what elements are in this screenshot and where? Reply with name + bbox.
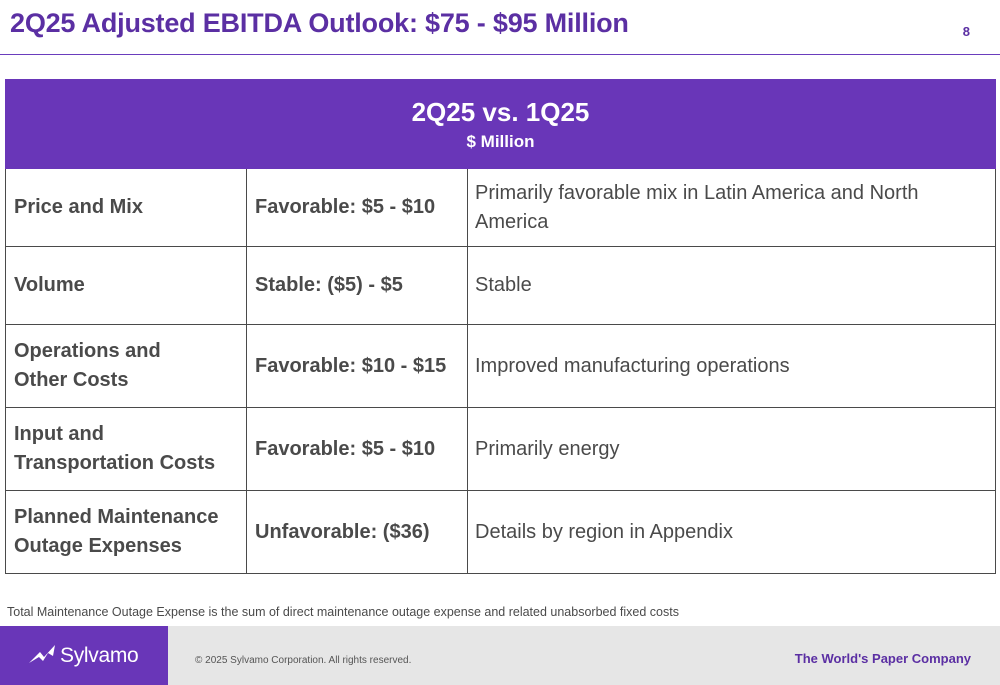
factor-label-line1: Input and [14, 423, 104, 445]
table-header-subtitle: $ Million [466, 131, 535, 151]
detail-cell: Stable [467, 246, 996, 325]
table-row: Input and Transportation Costs Favorable… [5, 407, 996, 491]
factor-label-line2: Other Costs [14, 369, 129, 391]
outlook-table: 2Q25 vs. 1Q25 $ Million Price and Mix Fa… [5, 79, 996, 574]
title-divider [0, 54, 1000, 55]
impact-cell: Favorable: $5 - $10 [246, 407, 468, 491]
factor-label-line2: Outage Expenses [14, 535, 182, 557]
factor-cell: Operations and Other Costs [5, 324, 247, 408]
table-header: 2Q25 vs. 1Q25 $ Million [5, 79, 996, 169]
table-row: Price and Mix Favorable: $5 - $10 Primar… [5, 168, 996, 247]
copyright-text: © 2025 Sylvamo Corporation. All rights r… [195, 655, 412, 666]
page-number: 8 [962, 24, 970, 39]
table-row: Planned Maintenance Outage Expenses Unfa… [5, 490, 996, 574]
table-row: Volume Stable: ($5) - $5 Stable [5, 246, 996, 325]
factor-label: Volume [14, 274, 85, 296]
company-tagline: The World's Paper Company [794, 651, 971, 666]
factor-label-line2: Transportation Costs [14, 452, 216, 474]
factor-cell: Volume [5, 246, 247, 325]
logo-text: Sylvamo [60, 644, 139, 667]
slide-title: 2Q25 Adjusted EBITDA Outlook: $75 - $95 … [10, 8, 629, 38]
factor-cell: Input and Transportation Costs [5, 407, 247, 491]
detail-cell: Improved manufacturing operations [467, 324, 996, 408]
detail-cell: Details by region in Appendix [467, 490, 996, 574]
factor-label-line1: Operations and [14, 340, 161, 362]
table-header-title: 2Q25 vs. 1Q25 [411, 96, 590, 127]
footer-logo: Sylvamo [0, 626, 168, 685]
table-header-row: 2Q25 vs. 1Q25 $ Million [5, 79, 996, 169]
impact-cell: Unfavorable: ($36) [246, 490, 468, 574]
table-row: Operations and Other Costs Favorable: $1… [5, 324, 996, 408]
detail-cell: Primarily energy [467, 407, 996, 491]
factor-cell: Planned Maintenance Outage Expenses [5, 490, 247, 574]
leaf-arrow-icon [27, 642, 57, 671]
factor-label: Price and Mix [14, 196, 143, 218]
impact-cell: Favorable: $10 - $15 [246, 324, 468, 408]
factor-cell: Price and Mix [5, 168, 247, 247]
factor-label-line1: Planned Maintenance [14, 506, 219, 528]
impact-cell: Stable: ($5) - $5 [246, 246, 468, 325]
footnote: Total Maintenance Outage Expense is the … [7, 605, 679, 619]
detail-cell: Primarily favorable mix in Latin America… [467, 168, 996, 247]
impact-cell: Favorable: $5 - $10 [246, 168, 468, 247]
